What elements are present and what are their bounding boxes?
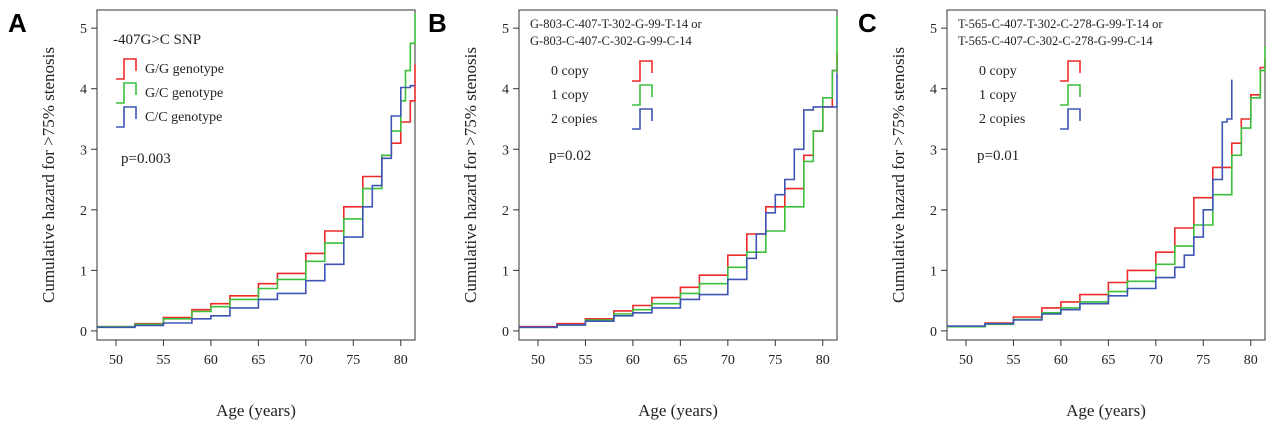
p-value-annotation: p=0.01 <box>977 148 1019 164</box>
x-tick-label: 60 <box>204 353 218 368</box>
x-axis-label: Age (years) <box>216 401 296 420</box>
legend-swatch <box>116 82 137 104</box>
x-tick-label: 80 <box>394 353 408 368</box>
y-tick-label: 5 <box>80 22 87 37</box>
y-tick-label: 1 <box>502 264 509 279</box>
p-value-annotation: p=0.02 <box>549 148 591 164</box>
y-tick-label: 4 <box>502 83 509 98</box>
legend-swatch <box>1060 60 1081 82</box>
x-tick-label: 70 <box>299 353 313 368</box>
y-axis-label: Cumulative hazard for >75% stenosis <box>39 47 58 303</box>
legend-label: 1 copy <box>551 88 589 103</box>
legend-label: 2 copies <box>551 112 597 127</box>
legend-label: G/G genotype <box>145 62 224 77</box>
y-tick-label: 5 <box>502 22 509 37</box>
panel-letter: C <box>858 8 877 38</box>
y-axis-label: Cumulative hazard for >75% stenosis <box>461 47 480 303</box>
x-tick-label: 50 <box>109 353 123 368</box>
legend-swatch <box>632 84 653 106</box>
legend-label: 0 copy <box>979 64 1017 79</box>
plot-frame <box>946 9 1266 341</box>
y-tick-label: 3 <box>80 143 87 158</box>
x-tick-label: 65 <box>1101 353 1115 368</box>
x-axis-label: Age (years) <box>1066 401 1146 420</box>
legend-swatch <box>632 60 653 82</box>
chart-title-line: G-803-C-407-C-302-G-99-C-14 <box>530 34 693 48</box>
series-line-2 <box>97 13 416 328</box>
x-tick-label: 65 <box>251 353 265 368</box>
y-tick-label: 0 <box>502 325 509 340</box>
p-value-annotation: p=0.003 <box>121 151 171 167</box>
legend-label: 2 copies <box>979 112 1025 127</box>
x-tick-label: 50 <box>959 353 973 368</box>
y-tick-label: 0 <box>80 325 87 340</box>
chart-title-line: T-565-C-407-T-302-C-278-G-99-T-14 or <box>958 17 1163 31</box>
y-tick-label: 3 <box>930 143 937 158</box>
x-tick-label: 55 <box>578 353 592 368</box>
x-tick-label: 50 <box>531 353 545 368</box>
chart-title-line: G-803-C-407-T-302-G-99-T-14 or <box>530 17 702 31</box>
series-line-3 <box>947 79 1233 327</box>
y-tick-label: 1 <box>930 264 937 279</box>
x-tick-label: 65 <box>673 353 687 368</box>
y-tick-label: 5 <box>930 22 937 37</box>
chart-title-line: T-565-C-407-C-302-C-278-G-99-C-14 <box>958 34 1153 48</box>
series-line-3 <box>519 73 838 329</box>
x-tick-label: 75 <box>346 353 360 368</box>
plot-frame <box>96 9 416 341</box>
legend-label: 1 copy <box>979 88 1017 103</box>
x-tick-label: 70 <box>721 353 735 368</box>
x-tick-label: 60 <box>1054 353 1068 368</box>
y-tick-label: 0 <box>930 325 937 340</box>
x-tick-label: 55 <box>1006 353 1020 368</box>
x-tick-label: 60 <box>626 353 640 368</box>
legend-swatch <box>1060 108 1081 130</box>
y-tick-label: 4 <box>930 83 937 98</box>
x-tick-label: 75 <box>1196 353 1210 368</box>
y-tick-label: 2 <box>930 204 937 219</box>
y-tick-label: 2 <box>502 204 509 219</box>
series-line-3 <box>97 84 415 329</box>
y-tick-label: 3 <box>502 143 509 158</box>
x-tick-label: 80 <box>816 353 830 368</box>
legend-swatch <box>116 58 137 80</box>
legend-swatch <box>1060 84 1081 106</box>
legend-label: 0 copy <box>551 64 589 79</box>
legend-label: G/C genotype <box>145 86 223 101</box>
y-tick-label: 1 <box>80 264 87 279</box>
series-line-1 <box>97 64 416 328</box>
panel-letter: B <box>428 8 447 38</box>
y-tick-label: 2 <box>80 204 87 219</box>
x-tick-label: 70 <box>1149 353 1163 368</box>
plot-frame <box>518 9 838 341</box>
x-axis-label: Age (years) <box>638 401 718 420</box>
y-axis-label: Cumulative hazard for >75% stenosis <box>889 47 908 303</box>
x-tick-label: 80 <box>1244 353 1258 368</box>
x-tick-label: 55 <box>156 353 170 368</box>
panel-letter: A <box>8 8 27 38</box>
series-line-2 <box>519 16 838 329</box>
legend-swatch <box>116 106 137 128</box>
chart-title: -407G>C SNP <box>113 32 201 48</box>
x-tick-label: 75 <box>768 353 782 368</box>
legend-swatch <box>632 108 653 130</box>
legend-label: C/C genotype <box>145 110 222 125</box>
y-tick-label: 4 <box>80 83 87 98</box>
